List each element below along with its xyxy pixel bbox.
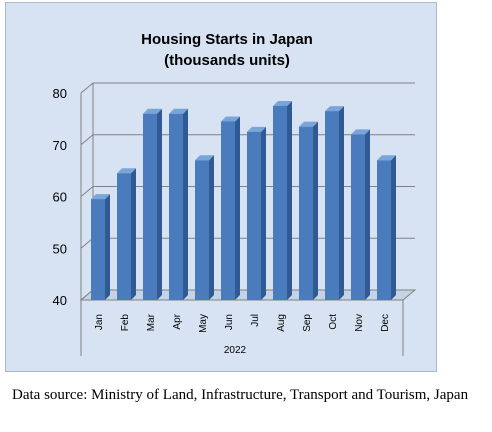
bar-side: [235, 116, 240, 301]
bar-mar: [143, 108, 162, 300]
y-tick-label: 40: [53, 293, 67, 308]
bar-side: [183, 108, 188, 300]
bar-side: [261, 126, 266, 300]
bar-front: [143, 113, 157, 300]
y-tick-label: 50: [53, 241, 67, 256]
year-label: 2022: [224, 345, 247, 356]
chart-frame: Housing Starts in Japan (thousands units…: [5, 2, 437, 372]
bar-apr: [169, 108, 188, 300]
bar-jul: [247, 126, 266, 300]
bar-top: [351, 129, 370, 135]
bar-jun: [221, 116, 240, 301]
y-tick-label: 70: [53, 138, 67, 153]
data-source-note: Data source: Ministry of Land, Infrastru…: [12, 387, 469, 403]
gridline-side: [80, 134, 94, 146]
bar-aug: [273, 100, 292, 300]
bar-may: [195, 155, 214, 300]
x-tick-label: Nov: [354, 314, 365, 332]
x-tick-label: Dec: [380, 314, 391, 332]
bar-side: [105, 194, 110, 300]
x-tick-label: Jan: [94, 314, 105, 330]
bar-top: [91, 194, 110, 200]
bar-layer: [91, 100, 396, 301]
chart-title-line-2: (thousands units): [164, 52, 290, 69]
bar-side: [209, 155, 214, 300]
x-tick-label: Aug: [276, 314, 287, 332]
bar-side: [287, 100, 292, 300]
gridline-side: [80, 82, 94, 94]
bar-top: [221, 116, 240, 122]
bar-front: [273, 105, 287, 300]
x-tick-label: Feb: [120, 314, 131, 332]
bar-side: [391, 155, 396, 300]
x-tick-label: Oct: [328, 314, 339, 330]
x-tick-label: Jul: [250, 314, 261, 327]
bar-front: [195, 160, 209, 300]
bar-front: [221, 121, 235, 301]
bar-side: [157, 108, 162, 300]
bar-front: [299, 126, 313, 300]
x-tick-label: Apr: [172, 313, 183, 329]
bar-dec: [377, 155, 396, 300]
bar-front: [377, 160, 391, 300]
bar-side: [313, 121, 318, 300]
bar-front: [117, 173, 131, 300]
y-tick-label: 80: [53, 86, 67, 101]
bar-top: [273, 100, 292, 106]
label-layer: 40 50 60 70 80 Jan Feb Mar Apr May Jun Jul Aug Sep Oct…: [53, 86, 391, 333]
bar-side: [131, 168, 136, 300]
y-tick-label: 60: [53, 190, 67, 205]
bar-front: [169, 113, 183, 300]
bar-side: [339, 106, 344, 300]
x-tick-label: May: [198, 314, 209, 333]
bar-front: [325, 111, 339, 300]
bar-top: [195, 155, 214, 161]
bar-jan: [91, 194, 110, 300]
bar-top: [117, 168, 136, 174]
bar-front: [351, 134, 365, 300]
bar-top: [143, 108, 162, 114]
bar-front: [91, 199, 105, 300]
chart-title-line-1: Housing Starts in Japan: [141, 31, 313, 48]
bar-top: [325, 106, 344, 112]
bar-side: [365, 129, 370, 300]
gridline-side: [80, 186, 94, 197]
x-tick-label: Sep: [302, 314, 313, 332]
bar-chart: Housing Starts in Japan (thousands units…: [53, 31, 417, 356]
bar-nov: [351, 129, 370, 300]
x-tick-label: Jun: [224, 314, 235, 330]
bar-top: [247, 126, 266, 132]
bar-front: [247, 131, 261, 300]
x-tick-label: Mar: [146, 313, 157, 331]
bar-sep: [299, 121, 318, 300]
bar-top: [299, 121, 318, 127]
bar-top: [377, 155, 396, 161]
bar-oct: [325, 106, 344, 300]
bar-top: [169, 108, 188, 114]
bar-feb: [117, 168, 136, 300]
